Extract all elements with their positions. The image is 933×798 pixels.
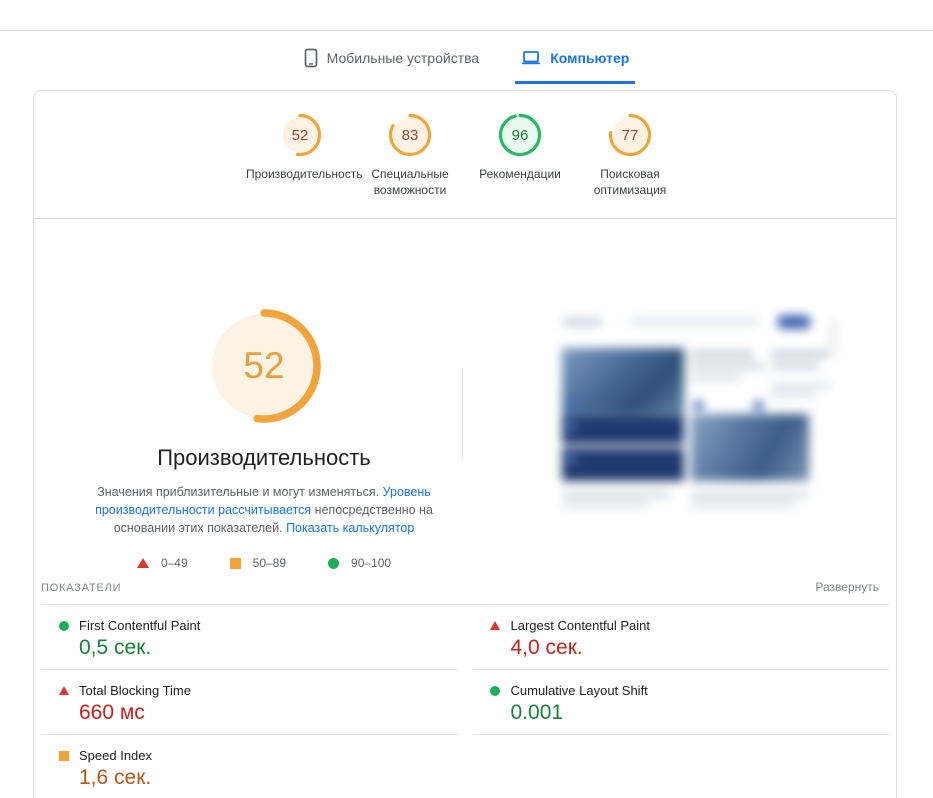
legend-poor: 0–49	[136, 556, 188, 570]
metrics-header: ПОКАЗАТЕЛИ Развернуть	[34, 567, 896, 604]
legend-range: 90–100	[351, 556, 392, 570]
metric-fcp: First Contentful Paint 0,5 сек.	[41, 605, 458, 670]
category-scores: 52 Производительность 83 Специальные воз…	[34, 91, 896, 218]
metric-name: Speed Index	[79, 748, 153, 763]
score-value: 77	[621, 126, 639, 144]
screenshot-blurred-content	[539, 282, 876, 553]
metrics-grid: First Contentful Paint 0,5 сек. Largest …	[41, 604, 889, 798]
score-best-practices[interactable]: 96 Рекомендации	[465, 113, 575, 218]
performance-main-gauge: 52	[206, 308, 322, 424]
tab-mobile[interactable]: Мобильные устройства	[298, 42, 486, 84]
expand-view-link[interactable]: Развернуть	[815, 580, 879, 594]
metric-name: First Contentful Paint	[79, 618, 201, 633]
score-accessibility[interactable]: 83 Специальные возможности	[355, 113, 465, 218]
metric-empty-cell	[473, 735, 890, 798]
score-performance[interactable]: 52 Производительность	[245, 113, 363, 218]
scoring-calc-link[interactable]: Уровень производительности рассчитываетс…	[95, 485, 431, 517]
show-calculator-link[interactable]: Показать калькулятор	[286, 521, 415, 535]
performance-section: 52 Производительность Значения приблизит…	[34, 219, 896, 570]
metric-cls: Cumulative Layout Shift 0.001	[472, 670, 889, 735]
legend-range: 0–49	[160, 556, 188, 570]
score-value: 96	[511, 126, 529, 144]
url-bar-bottom-border	[0, 0, 933, 31]
metric-speed-index: Speed Index 1,6 сек.	[41, 735, 458, 798]
score-label: Поисковая оптимизация	[593, 167, 667, 197]
metric-value: 0,5 сек.	[79, 636, 152, 659]
performance-summary: 52 Производительность Значения приблизит…	[34, 219, 494, 570]
metric-value: 660 мс	[79, 701, 145, 724]
metric-name: Largest Contentful Paint	[510, 618, 650, 633]
device-tabs: Мобильные устройства Компьютер	[0, 31, 933, 84]
good-circle-icon	[58, 620, 69, 631]
metric-name: Total Blocking Time	[79, 683, 191, 698]
score-label: Специальные возможности	[371, 167, 449, 197]
description-text: Значения приблизительные и могут изменят…	[97, 485, 383, 499]
performance-description: Значения приблизительные и могут изменят…	[72, 483, 457, 537]
red-triangle-icon	[136, 558, 149, 568]
section-divider	[34, 218, 896, 219]
report-card: 52 Производительность 83 Специальные воз…	[33, 90, 897, 798]
performance-main-score: 52	[243, 345, 285, 386]
score-label: Рекомендации	[479, 167, 561, 181]
poor-triangle-icon	[490, 621, 501, 630]
metric-value: 0.001	[510, 701, 564, 724]
metric-lcp: Largest Contentful Paint 4,0 сек.	[472, 605, 889, 670]
metric-tbt: Total Blocking Time 660 мс	[41, 670, 458, 735]
seo-score-gauge: 77	[608, 113, 652, 157]
laptop-icon	[521, 50, 541, 66]
score-seo[interactable]: 77 Поисковая оптимизация	[575, 113, 685, 218]
score-label: Производительность	[246, 167, 363, 181]
phone-icon	[304, 48, 318, 68]
score-value: 83	[401, 126, 419, 144]
performance-score-gauge: 52	[278, 113, 322, 157]
metric-value: 4,0 сек.	[510, 636, 583, 659]
accessibility-score-gauge: 83	[388, 113, 432, 157]
score-legend: 0–49 50–89 90–100	[34, 556, 494, 570]
legend-good: 90–100	[328, 556, 391, 570]
tab-desktop[interactable]: Компьютер	[515, 42, 636, 84]
orange-square-icon	[229, 557, 241, 569]
tab-desktop-label: Компьютер	[550, 50, 630, 66]
poor-triangle-icon	[58, 686, 69, 695]
tab-mobile-label: Мобильные устройства	[326, 50, 480, 66]
metric-name: Cumulative Layout Shift	[510, 683, 648, 698]
legend-range: 50–89	[252, 556, 287, 570]
description-text: непосредственно на основании этих показа…	[113, 503, 433, 535]
good-circle-icon	[490, 685, 501, 696]
score-value: 52	[291, 126, 309, 144]
average-square-icon	[58, 750, 69, 761]
metric-value: 1,6 сек.	[79, 766, 152, 789]
page-screenshot-thumbnail[interactable]	[539, 282, 876, 553]
legend-average: 50–89	[229, 556, 287, 570]
metrics-section-title: ПОКАЗАТЕЛИ	[41, 582, 122, 594]
vertical-divider	[462, 368, 463, 460]
performance-title: Производительность	[157, 445, 371, 470]
green-circle-icon	[328, 557, 340, 569]
best-practices-score-gauge: 96	[498, 113, 542, 157]
